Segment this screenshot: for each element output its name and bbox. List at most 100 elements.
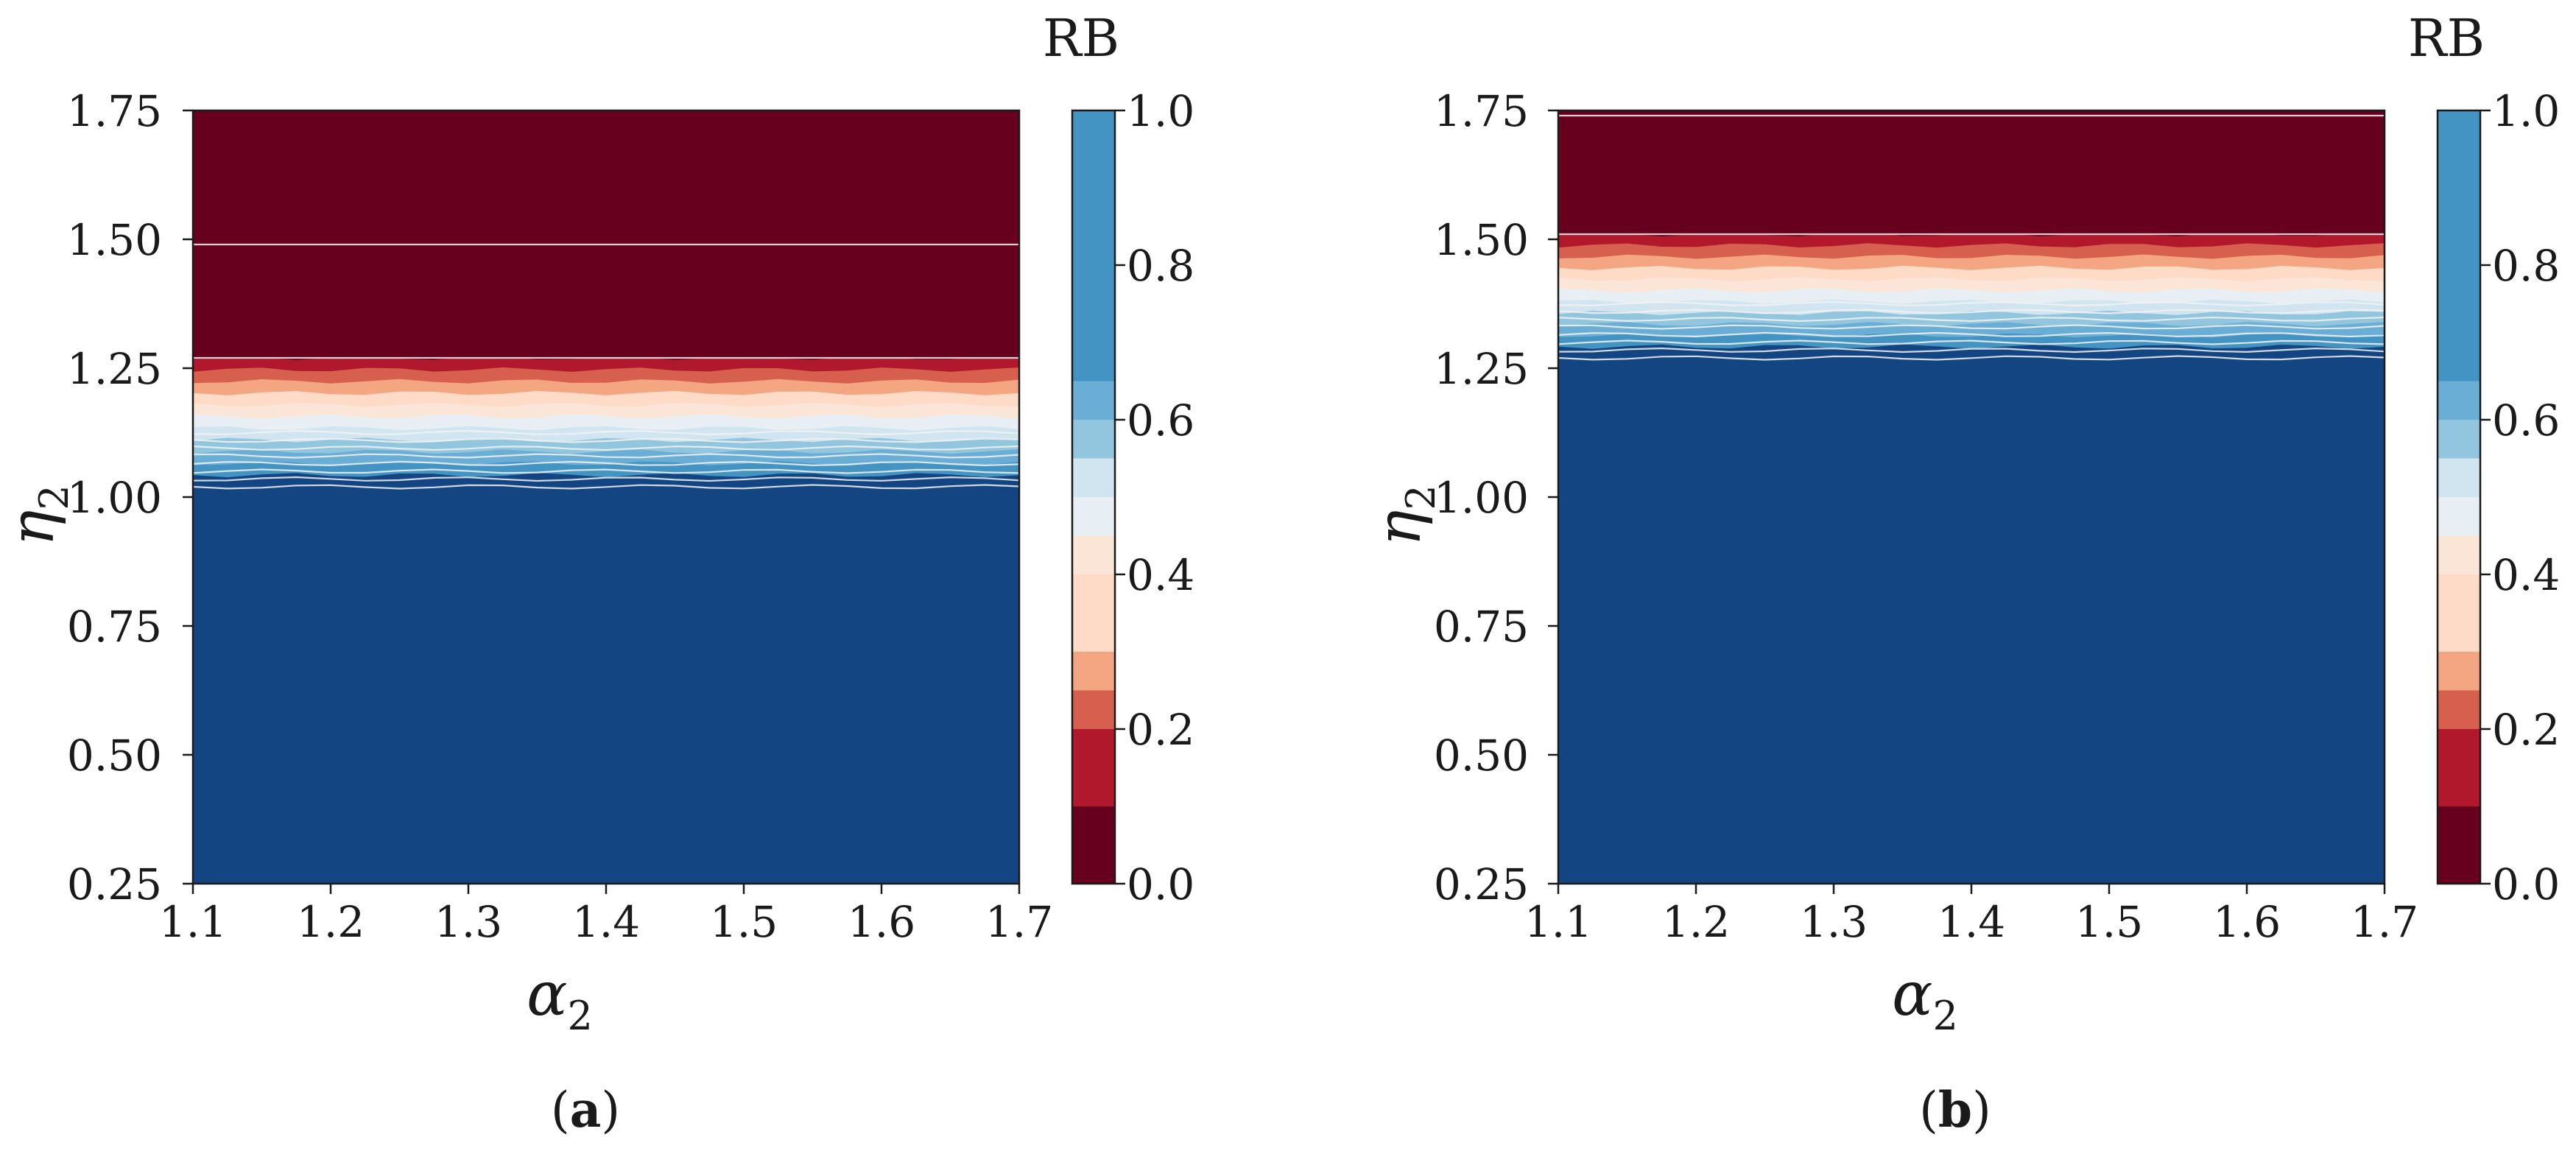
x-axis-a: 1.1 1.2 1.3 1.4 1.5 1.6 1.7 <box>159 897 1053 947</box>
colorbar-segment <box>1072 690 1115 729</box>
colorbar-segment <box>2438 574 2480 652</box>
colorbar-tick-label: 0.0 <box>1127 859 1194 909</box>
contour-line <box>192 429 1020 436</box>
y-tick-label: 1.25 <box>67 344 162 394</box>
colorbar-segment <box>2438 652 2480 691</box>
colorbar-segment <box>2438 535 2480 574</box>
colorbar-segment <box>2438 381 2480 420</box>
x-tick-label: 1.7 <box>2351 897 2418 947</box>
colorbar-frame <box>2436 109 2482 885</box>
y-tick-label: 0.25 <box>1434 859 1529 909</box>
contour-line <box>1558 309 2385 314</box>
contour-line <box>192 476 1020 482</box>
colorbar-segment <box>1072 729 1115 806</box>
panel-caption-a: (a) <box>551 1081 620 1138</box>
x-axis-subscript: 2 <box>568 993 593 1039</box>
y-tick-label: 1.00 <box>1434 473 1529 523</box>
y-axis-title-a: η2 <box>0 485 77 546</box>
colorbar-segment <box>1072 652 1115 691</box>
contour-line <box>1558 347 2385 353</box>
colorbar-tick-label: 0.2 <box>1127 705 1194 755</box>
y-tick-label: 1.50 <box>1434 215 1529 265</box>
x-axis-symbol: α <box>527 960 567 1029</box>
colorbar-tick-label: 0.8 <box>2492 241 2560 291</box>
colorbar-segment <box>2438 110 2480 381</box>
x-tick-label: 1.3 <box>1800 897 1868 947</box>
panel-b: 1.75 1.50 1.25 1.00 0.75 0.50 0.25 1.1 1… <box>1365 8 2560 1138</box>
y-tick-label: 1.25 <box>1434 344 1529 394</box>
y-tick-label: 1.75 <box>67 86 162 136</box>
caption-open: ( <box>551 1082 570 1138</box>
contour-line <box>192 468 1020 474</box>
x-axis-symbol: α <box>1892 960 1932 1029</box>
colorbar-segment <box>2438 420 2480 459</box>
caption-letter: b <box>1938 1081 1972 1138</box>
y-axis-b: 1.75 1.50 1.25 1.00 0.75 0.50 0.25 <box>1434 86 1529 909</box>
colorbar-tick-label: 0.6 <box>1127 395 1194 446</box>
colorbar-tick-label: 0.8 <box>1127 241 1194 291</box>
colorbar-tick-label: 0.2 <box>2492 705 2560 755</box>
colorbar-tick-label: 0.0 <box>2492 859 2560 909</box>
y-axis-title-b: η2 <box>1365 485 1444 546</box>
x-axis-title-a: α2 <box>527 960 593 1039</box>
contour-line <box>1558 355 2385 361</box>
colorbar-tick-label: 0.4 <box>2492 550 2560 600</box>
colorbar-tick-label: 0.6 <box>2492 395 2560 446</box>
colorbar-segment <box>1072 574 1115 652</box>
caption-open: ( <box>1919 1082 1938 1138</box>
contour-region-low <box>193 110 1019 358</box>
contour-line <box>1558 339 2385 345</box>
x-tick-label: 1.1 <box>1524 897 1592 947</box>
y-axis-subscript: 2 <box>1398 485 1444 510</box>
x-tick-label: 1.7 <box>985 897 1053 947</box>
contour-line <box>192 484 1020 490</box>
y-tick-label: 0.25 <box>67 859 162 909</box>
contour-line <box>192 445 1020 451</box>
colorbar-tick-label: 0.4 <box>1127 550 1194 600</box>
colorbar-segment <box>1072 806 1115 884</box>
x-tick-label: 1.2 <box>297 897 365 947</box>
x-axis-title-b: α2 <box>1892 960 1958 1039</box>
colorbar-segment <box>1072 420 1115 459</box>
contour-line <box>1558 331 2385 338</box>
colorbar-segment <box>2438 690 2480 729</box>
contour-region-low <box>1558 110 2385 234</box>
colorbar-segment <box>1072 381 1115 420</box>
x-tick-label: 1.4 <box>1938 897 2005 947</box>
y-axis-symbol: η <box>1365 510 1435 546</box>
y-tick-label: 1.00 <box>67 473 162 523</box>
x-tick-label: 1.3 <box>434 897 502 947</box>
contour-line <box>1558 316 2385 323</box>
colorbar-title-b: RB <box>2408 8 2485 68</box>
x-tick-label: 1.5 <box>2075 897 2143 947</box>
colorbar-title-a: RB <box>1043 8 1119 68</box>
contour-line <box>192 453 1020 459</box>
plot-area-b <box>1548 109 2386 894</box>
x-tick-label: 1.1 <box>159 897 227 947</box>
contour-line <box>1558 300 2385 307</box>
x-tick-label: 1.6 <box>2213 897 2281 947</box>
y-axis-subscript: 2 <box>31 485 77 510</box>
colorbar-segment <box>1072 458 1115 497</box>
plot-area-a <box>183 109 1021 894</box>
y-tick-label: 0.50 <box>1434 731 1529 781</box>
x-tick-label: 1.4 <box>572 897 640 947</box>
y-tick-label: 0.75 <box>1434 602 1529 652</box>
x-tick-label: 1.5 <box>710 897 778 947</box>
x-tick-label: 1.2 <box>1662 897 1730 947</box>
x-axis-subscript: 2 <box>1933 993 1958 1039</box>
colorbar-tick-label: 1.0 <box>1127 86 1194 136</box>
caption-letter: a <box>570 1081 602 1138</box>
colorbar-segment <box>2438 729 2480 806</box>
caption-close: ) <box>601 1082 620 1138</box>
contour-line <box>192 460 1020 467</box>
y-axis-a: 1.75 1.50 1.25 1.00 0.75 0.50 0.25 <box>67 86 162 909</box>
contour-line <box>1558 324 2385 330</box>
colorbar-segment <box>2438 497 2480 536</box>
y-axis-symbol: η <box>0 510 68 546</box>
colorbar-segment <box>2438 806 2480 884</box>
colorbar-segment <box>1072 497 1115 536</box>
colorbar-tick-label: 1.0 <box>2492 86 2560 136</box>
x-axis-b: 1.1 1.2 1.3 1.4 1.5 1.6 1.7 <box>1524 897 2418 947</box>
